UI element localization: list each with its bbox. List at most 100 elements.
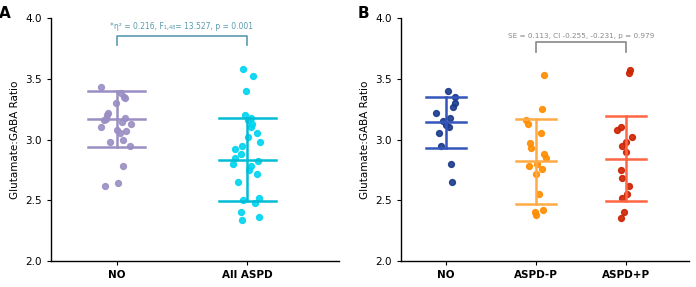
Y-axis label: Glutamate:GABA Ratio: Glutamate:GABA Ratio xyxy=(10,80,20,199)
Point xyxy=(237,218,248,222)
Point xyxy=(621,149,632,154)
Point xyxy=(246,115,257,120)
Point xyxy=(533,192,544,197)
Point xyxy=(121,129,132,133)
Point xyxy=(445,162,457,166)
Point xyxy=(441,123,452,127)
Point xyxy=(445,115,456,120)
Point xyxy=(434,131,445,136)
Point xyxy=(100,117,111,121)
Point xyxy=(104,140,116,144)
Point xyxy=(537,107,548,111)
Point xyxy=(521,118,532,122)
Point xyxy=(235,210,246,215)
Point xyxy=(538,152,549,156)
Point xyxy=(237,198,248,203)
Point xyxy=(244,168,255,172)
Point xyxy=(255,140,266,144)
Point xyxy=(530,210,541,215)
Point xyxy=(246,121,258,126)
Point xyxy=(115,91,126,96)
Point xyxy=(111,101,122,105)
Point xyxy=(102,110,113,115)
Point xyxy=(236,143,247,148)
Point xyxy=(240,113,251,117)
Point xyxy=(125,121,136,126)
Point xyxy=(532,162,543,166)
Point xyxy=(540,156,551,160)
Point xyxy=(626,135,638,139)
Point xyxy=(230,156,241,160)
Point xyxy=(246,164,257,168)
Point xyxy=(98,118,109,122)
Point xyxy=(611,127,622,132)
Point xyxy=(525,146,537,150)
Point xyxy=(96,85,107,90)
Point xyxy=(447,180,458,184)
Point xyxy=(242,135,253,139)
Point xyxy=(449,95,460,99)
Point xyxy=(254,215,265,220)
Point xyxy=(523,164,535,168)
Point xyxy=(228,162,239,166)
Point xyxy=(617,176,628,181)
Text: B: B xyxy=(358,6,370,21)
Y-axis label: Glutamate:GABA Ratio: Glutamate:GABA Ratio xyxy=(360,80,370,199)
Point xyxy=(119,115,130,120)
Point xyxy=(117,120,128,125)
Point xyxy=(114,131,125,136)
Point xyxy=(624,70,635,75)
Point xyxy=(102,113,113,117)
Point xyxy=(118,137,129,142)
Point xyxy=(232,180,244,184)
Point xyxy=(111,127,122,132)
Point xyxy=(624,68,635,73)
Point xyxy=(253,195,264,200)
Point xyxy=(245,125,256,130)
Point xyxy=(617,195,628,200)
Point xyxy=(530,213,541,217)
Point xyxy=(620,140,631,144)
Point xyxy=(120,96,131,100)
Point xyxy=(623,183,634,188)
Point xyxy=(252,171,263,176)
Point xyxy=(538,208,549,212)
Point xyxy=(252,159,263,164)
Point xyxy=(235,152,246,156)
Point xyxy=(431,110,442,115)
Point xyxy=(229,147,240,152)
Point xyxy=(247,74,258,79)
Point xyxy=(537,166,548,171)
Point xyxy=(240,89,251,93)
Point xyxy=(238,67,249,71)
Point xyxy=(622,192,633,197)
Point xyxy=(536,131,547,136)
Point xyxy=(438,119,449,124)
Point xyxy=(251,131,262,136)
Point xyxy=(618,210,629,215)
Point xyxy=(530,171,541,176)
Point xyxy=(119,95,130,99)
Point xyxy=(615,125,626,130)
Point xyxy=(615,168,626,172)
Point xyxy=(449,101,460,105)
Point xyxy=(443,89,454,93)
Text: A: A xyxy=(0,6,11,21)
Point xyxy=(436,143,447,148)
Point xyxy=(95,125,106,130)
Point xyxy=(124,143,135,148)
Point xyxy=(615,216,626,221)
Point xyxy=(525,141,536,146)
Text: *η² = 0.216, F₁,₄₈= 13.527, p = 0.001: *η² = 0.216, F₁,₄₈= 13.527, p = 0.001 xyxy=(111,22,253,31)
Point xyxy=(118,164,129,168)
Point xyxy=(444,125,455,130)
Point xyxy=(522,121,533,126)
Point xyxy=(617,143,628,148)
Point xyxy=(112,181,123,186)
Point xyxy=(250,200,261,205)
Point xyxy=(538,73,549,77)
Point xyxy=(242,118,253,122)
Point xyxy=(448,104,459,109)
Text: SE = 0.113, CI -0.255, -0.231, p = 0.979: SE = 0.113, CI -0.255, -0.231, p = 0.979 xyxy=(508,33,654,39)
Point xyxy=(100,183,111,188)
